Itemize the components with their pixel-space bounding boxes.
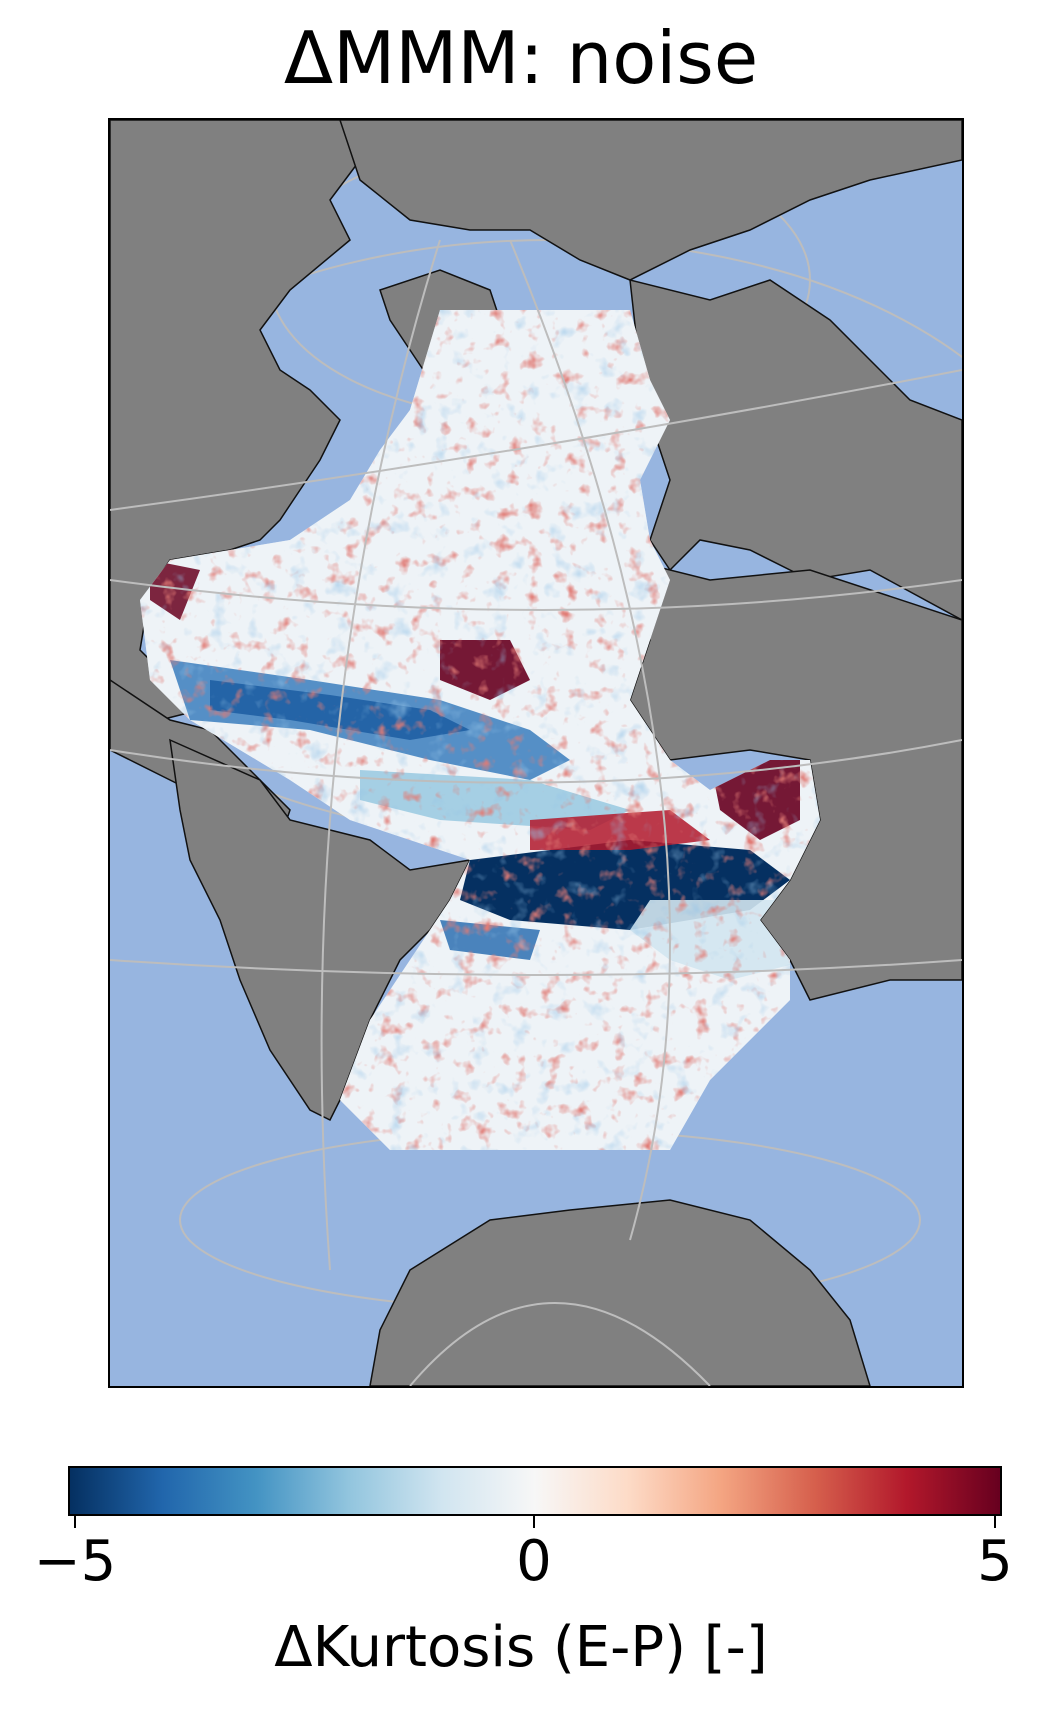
map-svg bbox=[110, 120, 962, 1386]
map-panel bbox=[108, 118, 964, 1388]
colorbar-tick bbox=[74, 1516, 76, 1528]
land bbox=[110, 120, 962, 1386]
colorbar-tick-label: 5 bbox=[977, 1529, 1013, 1594]
colorbar-tick bbox=[533, 1516, 535, 1528]
colorbar-tick-label: −5 bbox=[33, 1529, 117, 1594]
land-arctic bbox=[339, 120, 962, 281]
land-eurasia bbox=[629, 279, 962, 621]
colorbar-label: ΔKurtosis (E-P) [-] bbox=[274, 1615, 768, 1680]
plot-title: ΔMMM: noise bbox=[283, 16, 759, 100]
colorbar bbox=[68, 1466, 1002, 1516]
colorbar-tick-label: 0 bbox=[516, 1529, 552, 1594]
colorbar-tick bbox=[994, 1516, 996, 1528]
land-antarctica bbox=[369, 1199, 871, 1386]
graticule-front bbox=[110, 239, 962, 1386]
